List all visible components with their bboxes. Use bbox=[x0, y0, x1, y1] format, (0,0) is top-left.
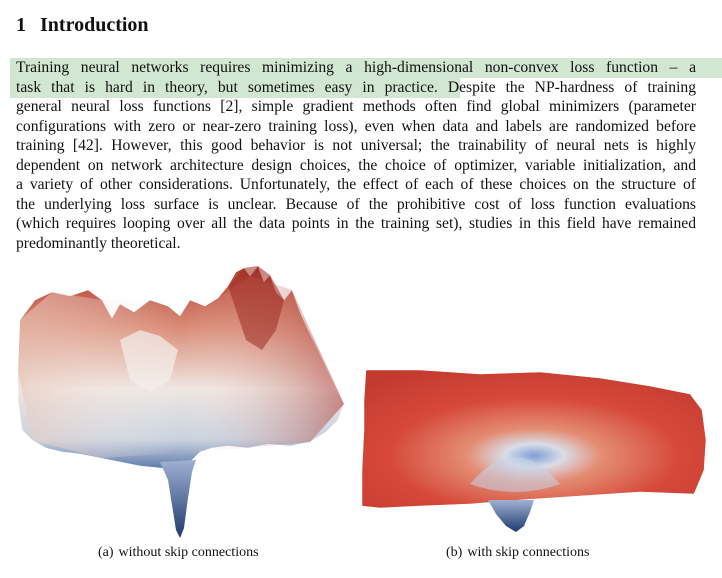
caption-b-text: with skip connections bbox=[467, 545, 590, 560]
paragraph-line: training [42]. However, this good behavi… bbox=[16, 137, 696, 154]
surface-b-minimum-funnel bbox=[488, 500, 534, 532]
paragraph-line: task that is hard in theory, but sometim… bbox=[16, 78, 696, 96]
section-heading: 1 Introduction bbox=[16, 14, 149, 37]
paragraph-line: general neural loss functions [2], simpl… bbox=[16, 98, 696, 115]
surface-a-peak-shadow bbox=[228, 266, 284, 350]
surface-a bbox=[17, 265, 345, 538]
paragraph-line: configurations with zero or near-zero tr… bbox=[16, 117, 696, 135]
loss-surface-figure bbox=[17, 265, 707, 538]
section-title: Introduction bbox=[40, 14, 149, 36]
paragraph-line: predominantly theoretical. bbox=[16, 234, 181, 252]
surface-b-body bbox=[361, 369, 707, 509]
paragraph-line: a variety of other considerations. Unfor… bbox=[16, 176, 696, 193]
caption-b-tag: (b) bbox=[446, 545, 463, 560]
paragraph-line: Training neural networks requires minimi… bbox=[16, 59, 696, 76]
paragraph-line: dependent on network architecture design… bbox=[16, 156, 696, 174]
intro-paragraph: Training neural networks requires minimi… bbox=[16, 58, 696, 253]
text-highlight bbox=[10, 58, 722, 78]
section-number: 1 bbox=[16, 14, 26, 36]
surface-a-ridge bbox=[120, 330, 178, 392]
caption-a-tag: (a) bbox=[98, 545, 114, 560]
caption-b: (b) with skip connections bbox=[446, 545, 589, 561]
surface-b-basin bbox=[470, 457, 560, 492]
paragraph-line: (which requires looping over all the dat… bbox=[16, 215, 696, 232]
caption-a-text: without skip connections bbox=[118, 545, 259, 560]
text-highlight bbox=[10, 78, 460, 98]
surface-b bbox=[361, 369, 707, 532]
surface-a-minimum-funnel bbox=[160, 460, 196, 538]
caption-a: (a) without skip connections bbox=[98, 545, 259, 561]
surface-a-shading bbox=[18, 276, 344, 458]
paragraph-line: the underlying loss surface is unclear. … bbox=[16, 195, 696, 213]
